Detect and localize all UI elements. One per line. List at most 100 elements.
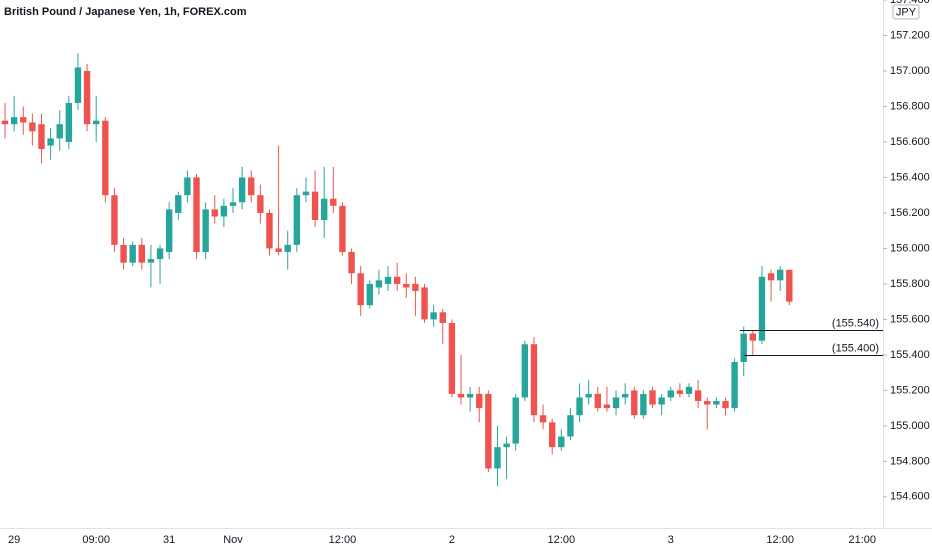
candle-body bbox=[539, 415, 547, 423]
x-tick-label: 12:00 bbox=[329, 534, 357, 546]
candle-body bbox=[366, 283, 373, 306]
x-tick-label: 2 bbox=[449, 534, 455, 546]
candle-body bbox=[111, 195, 118, 245]
chart-title: British Pound / Japanese Yen, 1h, FOREX.… bbox=[4, 6, 247, 18]
candle-body bbox=[284, 244, 291, 252]
candle-body bbox=[348, 251, 355, 274]
candle-body bbox=[275, 248, 282, 252]
candle-body bbox=[576, 397, 583, 416]
currency-label: JPY bbox=[896, 6, 917, 18]
candle-body bbox=[129, 244, 136, 263]
y-tick-label: 156.600 bbox=[890, 136, 930, 148]
candle-body bbox=[293, 195, 301, 245]
candle-body bbox=[658, 397, 665, 405]
candle-body bbox=[631, 390, 638, 416]
candle-body bbox=[403, 283, 410, 288]
candle-body bbox=[457, 393, 465, 398]
candle-body bbox=[494, 447, 501, 469]
candle-body bbox=[120, 244, 127, 263]
candle-body bbox=[321, 198, 328, 221]
candle-body bbox=[238, 177, 246, 203]
candle-body bbox=[184, 177, 191, 196]
currency-box bbox=[892, 4, 920, 20]
candle-body bbox=[56, 124, 63, 139]
y-tick-label: 155.400 bbox=[890, 349, 930, 361]
candle-body bbox=[202, 209, 209, 252]
y-tick-label: 157.000 bbox=[890, 65, 930, 77]
candle-body bbox=[93, 120, 100, 125]
candle-body bbox=[339, 205, 346, 252]
candle-body bbox=[585, 393, 592, 398]
candle-body bbox=[47, 138, 54, 146]
candle-body bbox=[476, 393, 483, 409]
candle-body bbox=[722, 401, 729, 409]
candle-body bbox=[621, 393, 629, 398]
candle-body bbox=[558, 436, 565, 448]
candle-body bbox=[731, 361, 738, 409]
y-tick-label: 154.800 bbox=[890, 455, 930, 467]
candle-body bbox=[302, 191, 310, 196]
candle-body bbox=[676, 390, 684, 394]
candle-body bbox=[740, 333, 747, 362]
candle-body bbox=[685, 386, 693, 394]
candle-body bbox=[74, 67, 82, 103]
candle-body bbox=[375, 280, 383, 288]
candle-body bbox=[412, 283, 419, 292]
x-tick-label: 29 bbox=[8, 534, 20, 546]
candle-body bbox=[393, 276, 401, 284]
level-label: (155.400) bbox=[832, 342, 879, 354]
candle-body bbox=[485, 393, 492, 469]
candle-body bbox=[549, 422, 556, 448]
candle-body bbox=[10, 117, 18, 125]
x-tick-label: 21:00 bbox=[849, 534, 877, 546]
candle-body bbox=[694, 390, 702, 402]
candle-body bbox=[266, 212, 273, 249]
y-tick-label: 156.400 bbox=[890, 171, 930, 183]
y-tick-label: 155.600 bbox=[890, 313, 930, 325]
x-tick-label: 31 bbox=[163, 534, 175, 546]
candle-body bbox=[521, 344, 529, 398]
candle-body bbox=[439, 312, 446, 323]
candle-body bbox=[758, 276, 766, 341]
x-tick-label: Nov bbox=[223, 534, 243, 546]
x-tick-label: 12:00 bbox=[548, 534, 576, 546]
candle-body bbox=[777, 269, 784, 281]
candle-body bbox=[102, 120, 109, 196]
candle-body bbox=[704, 401, 711, 405]
candle-body bbox=[65, 102, 73, 142]
candle-body bbox=[594, 393, 601, 409]
candle-body bbox=[612, 397, 620, 409]
y-tick-label: 155.200 bbox=[890, 384, 930, 396]
candle-body bbox=[603, 404, 611, 409]
candle-body bbox=[667, 390, 674, 398]
y-tick-label: 157.400 bbox=[890, 0, 930, 6]
candle-body bbox=[138, 244, 145, 263]
y-tick-label: 156.200 bbox=[890, 207, 930, 219]
candle-body bbox=[421, 287, 428, 320]
candle-body bbox=[749, 333, 757, 341]
candle-body bbox=[512, 397, 519, 444]
candle-body bbox=[530, 344, 538, 416]
candle-body bbox=[175, 195, 182, 213]
candle-body bbox=[248, 177, 255, 196]
y-tick-label: 157.200 bbox=[890, 29, 930, 41]
candle-body bbox=[357, 273, 364, 306]
y-tick-label: 156.800 bbox=[890, 100, 930, 112]
candle-body bbox=[38, 124, 45, 150]
candle-body bbox=[448, 322, 456, 394]
candle-body bbox=[1, 120, 9, 125]
y-tick-label: 155.000 bbox=[890, 420, 930, 432]
candle-body bbox=[229, 202, 237, 206]
candle-body bbox=[29, 122, 36, 132]
candle-body bbox=[220, 205, 228, 217]
x-tick-label: 12:00 bbox=[766, 534, 794, 546]
candle-body bbox=[257, 195, 264, 213]
candle-body bbox=[767, 273, 775, 281]
y-tick-label: 156.000 bbox=[890, 242, 930, 254]
candle-body bbox=[713, 401, 720, 405]
candle-body bbox=[330, 198, 337, 206]
candle-body bbox=[311, 191, 319, 221]
candle-body bbox=[156, 248, 164, 260]
